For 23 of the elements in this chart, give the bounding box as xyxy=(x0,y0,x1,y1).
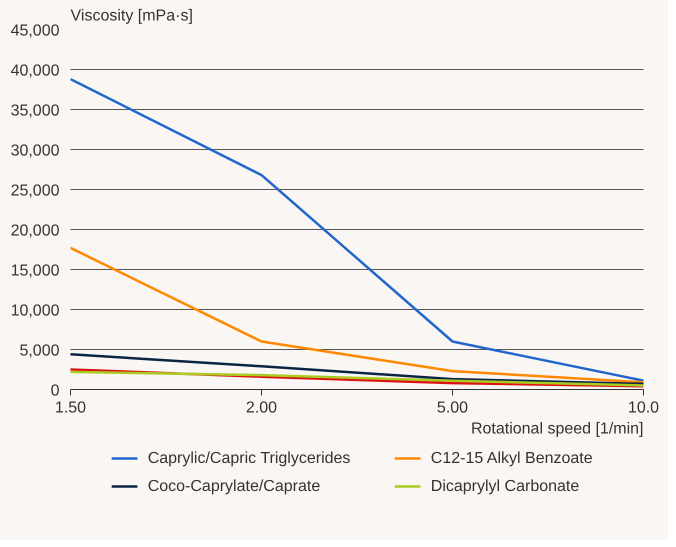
y-tick-label: 25,000 xyxy=(10,182,60,200)
y-tick-label: 0 xyxy=(50,382,60,400)
y-tick-label: 35,000 xyxy=(10,102,60,120)
x-tick-label: 1.50 xyxy=(54,400,86,416)
x-tick-label: 10.0 xyxy=(628,400,660,416)
line-series xyxy=(70,78,644,382)
line-series xyxy=(70,353,644,386)
y-tick-label: 45,000 xyxy=(10,22,60,40)
legend-label: C12-15 Alkyl Benzoate xyxy=(430,450,593,467)
line-series xyxy=(70,246,644,384)
x-tick-label: 5.00 xyxy=(436,400,468,416)
y-tick-label: 15,000 xyxy=(10,262,60,280)
x-tick-label: 2.00 xyxy=(246,400,278,416)
y-tick-label: 30,000 xyxy=(10,142,60,160)
legend-label: Coco-Caprylate/Caprate xyxy=(148,478,320,495)
y-axis-title: Viscosity [mPa·s] xyxy=(70,8,193,24)
y-tick-label: 10,000 xyxy=(10,302,60,320)
y-tick-label: 5,000 xyxy=(19,342,60,360)
legend-label: Dicaprylyl Carbonate xyxy=(430,478,580,495)
legend-label: Caprylic/Capric Triglycerides xyxy=(148,450,350,467)
y-tick-label: 20,000 xyxy=(10,222,60,240)
y-tick-label: 40,000 xyxy=(10,62,60,80)
x-axis-title: Rotational speed [1/min] xyxy=(470,420,644,438)
